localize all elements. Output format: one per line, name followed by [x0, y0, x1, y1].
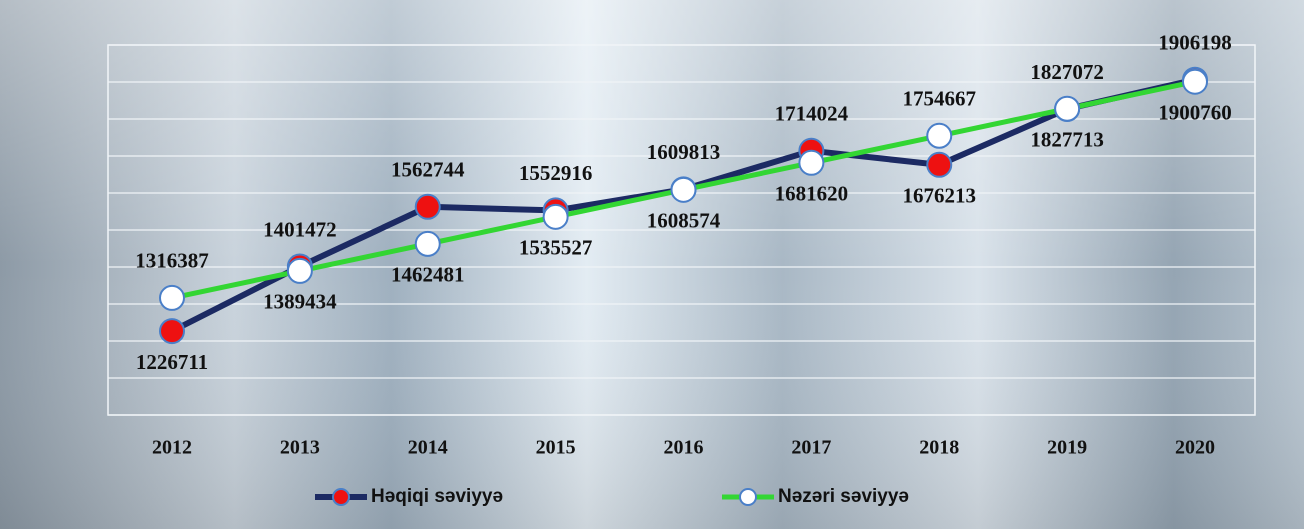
- data-label: 1401472: [263, 217, 337, 241]
- data-label: 1552916: [519, 161, 593, 185]
- marker: [542, 203, 569, 230]
- marker: [414, 193, 441, 220]
- data-label: 1316387: [135, 249, 209, 273]
- legend-marker: [739, 488, 757, 506]
- x-tick-label: 2017: [791, 437, 831, 459]
- x-tick-label: 2019: [1047, 437, 1087, 459]
- data-label: 1389434: [263, 290, 337, 314]
- marker: [926, 122, 953, 149]
- legend-marker: [332, 488, 350, 506]
- data-label: 1827072: [1030, 60, 1104, 84]
- marker: [798, 149, 825, 176]
- data-label: 1676213: [903, 184, 977, 208]
- x-tick-label: 2012: [152, 437, 192, 459]
- data-label: 1609813: [647, 140, 721, 164]
- marker: [159, 318, 185, 345]
- x-tick-label: 2013: [280, 437, 320, 459]
- data-label: 1562744: [391, 158, 465, 182]
- x-tick-label: 2015: [536, 437, 576, 459]
- data-label: 1900760: [1158, 101, 1232, 125]
- x-tick-label: 2014: [408, 437, 448, 459]
- legend-label: Nəzəri səviyyə: [778, 486, 909, 507]
- data-label: 1754667: [903, 87, 977, 111]
- x-tick-label: 2018: [919, 437, 959, 459]
- data-label: 1535527: [519, 236, 593, 260]
- marker: [1182, 68, 1208, 95]
- marker: [926, 151, 953, 178]
- data-label: 1906198: [1158, 31, 1232, 55]
- data-label: 1827713: [1030, 128, 1104, 152]
- legend-label: Həqiqi səviyyə: [371, 486, 503, 507]
- marker: [159, 284, 185, 311]
- marker: [286, 257, 313, 284]
- data-label: 1681620: [775, 182, 849, 206]
- data-label: 1714024: [775, 102, 849, 126]
- data-label: 1608574: [647, 209, 721, 233]
- data-label: 1226711: [136, 350, 208, 374]
- marker: [670, 176, 697, 203]
- marker: [1054, 95, 1081, 122]
- x-tick-label: 2016: [664, 437, 704, 459]
- marker: [414, 230, 441, 257]
- data-label: 1462481: [391, 263, 465, 287]
- x-tick-label: 2020: [1175, 437, 1215, 459]
